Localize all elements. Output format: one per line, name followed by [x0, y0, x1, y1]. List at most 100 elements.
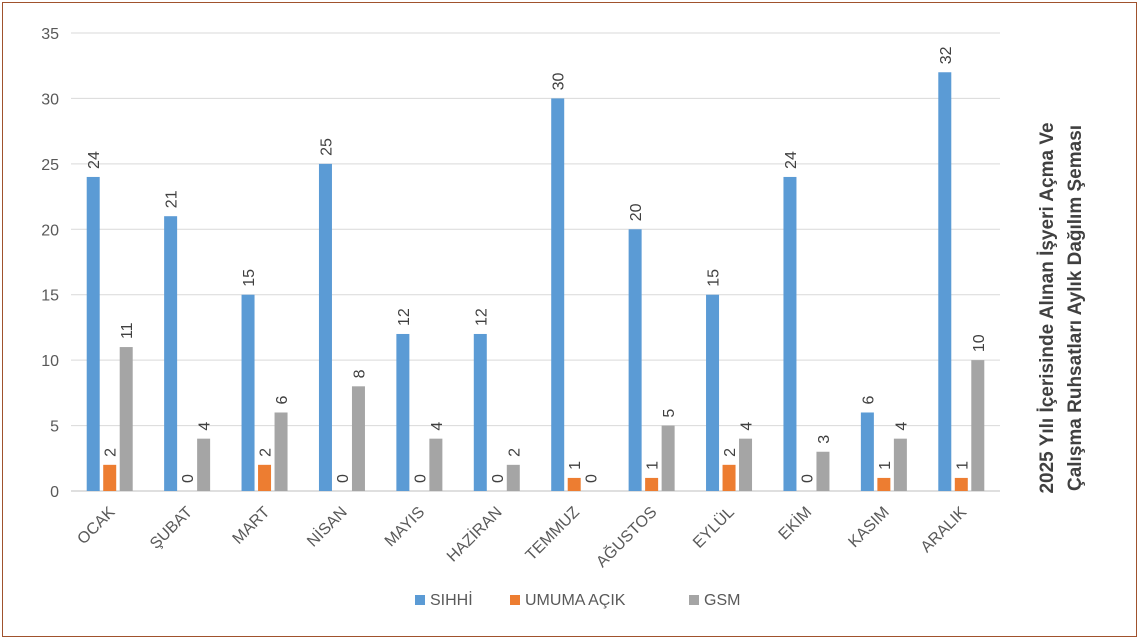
data-label: 4 — [739, 422, 756, 431]
bar — [783, 176, 797, 491]
data-label: 2 — [506, 448, 523, 457]
data-label: 12 — [396, 308, 413, 326]
data-label: 1 — [877, 461, 894, 470]
bar — [971, 360, 985, 491]
category-label: AĞUSTOS — [592, 502, 661, 571]
category-labels: OCAK ŞUBAT MART NİSAN MAYIS HAZİRAN TEMMUZ AĞUS… — [74, 502, 970, 571]
bar — [628, 229, 642, 492]
category-label: MART — [229, 504, 273, 548]
category-label: KASIM — [845, 504, 892, 551]
bar — [318, 163, 332, 491]
bar — [396, 333, 410, 491]
y-tick-label: 20 — [41, 222, 59, 239]
bars — [86, 72, 985, 492]
category-label: OCAK — [74, 504, 118, 548]
bar — [706, 294, 720, 491]
category-label: ŞUBAT — [147, 504, 196, 553]
category-label: MAYIS — [382, 504, 428, 550]
category-label: NİSAN — [303, 502, 351, 550]
category-label: HAZİRAN — [443, 502, 506, 565]
data-label: 0 — [335, 474, 352, 483]
data-label: 4 — [429, 422, 446, 431]
data-label: 20 — [628, 203, 645, 221]
data-label: 1 — [567, 461, 584, 470]
bar — [351, 386, 365, 491]
bar — [938, 72, 952, 491]
bar — [661, 425, 675, 491]
data-label: 8 — [351, 369, 368, 378]
legend-swatch — [689, 595, 699, 605]
data-labels: 2421121041526250812041202301020151524240… — [86, 46, 988, 483]
data-label: 12 — [473, 308, 490, 326]
data-label: 1 — [645, 461, 662, 470]
y-tick-label: 35 — [41, 26, 59, 43]
category-label: TEMMUZ — [523, 504, 584, 565]
data-label: 0 — [584, 474, 601, 483]
y-tick-label: 5 — [50, 419, 59, 436]
category-label: EYLÜL — [689, 503, 738, 552]
legend-entry: SIHHİ — [430, 590, 473, 609]
y-tick-label: 15 — [41, 288, 59, 305]
bar — [739, 438, 753, 491]
data-label: 0 — [490, 474, 507, 483]
data-label: 0 — [412, 474, 429, 483]
bar — [119, 347, 133, 491]
data-label: 21 — [164, 190, 181, 208]
data-label: 11 — [119, 322, 136, 339]
data-label: 10 — [971, 334, 988, 352]
bar — [567, 477, 581, 491]
chart-title-line-1: 2025 Yılı İçerisinde Alınan İşyeri Açma … — [1037, 122, 1058, 493]
data-label: 3 — [816, 435, 833, 444]
bar — [722, 464, 736, 491]
legend-entry: UMUMA AÇIK — [525, 592, 626, 609]
data-label: 0 — [799, 474, 816, 483]
legend-entry: GSM — [704, 592, 740, 609]
data-label: 6 — [860, 395, 877, 404]
y-tick-label: 10 — [41, 353, 59, 370]
bar — [197, 438, 211, 491]
category-label: ARALIK — [918, 504, 970, 556]
bar — [645, 477, 659, 491]
bar — [274, 412, 288, 491]
bar — [86, 176, 100, 491]
legend: SIHHİ UMUMA AÇIK GSM — [415, 590, 740, 609]
data-label: 2 — [722, 448, 739, 457]
bar — [954, 477, 968, 491]
category-label: EKİM — [774, 502, 815, 543]
data-label: 4 — [197, 422, 214, 431]
bar — [860, 412, 874, 491]
chart-title-line-2: Çalışma Ruhsatları Aylık Dağılım Şeması — [1065, 125, 1086, 491]
bar — [429, 438, 443, 491]
legend-swatch — [510, 595, 520, 605]
data-label: 0 — [180, 474, 197, 483]
legend-swatch — [415, 595, 425, 605]
data-label: 15 — [241, 269, 258, 287]
bar — [258, 464, 272, 491]
bar — [877, 477, 891, 491]
data-label: 4 — [893, 422, 910, 431]
data-label: 15 — [706, 269, 723, 287]
data-label: 24 — [86, 151, 103, 169]
data-label: 2 — [103, 448, 120, 457]
y-axis-ticks: 0 5 10 15 20 25 30 35 — [41, 26, 59, 501]
data-label: 24 — [783, 151, 800, 169]
data-label: 6 — [274, 395, 291, 404]
y-tick-label: 0 — [50, 484, 59, 501]
chart-title: 2025 Yılı İçerisinde Alınan İşyeri Açma … — [1037, 122, 1086, 493]
bar — [551, 98, 565, 491]
bar — [241, 294, 255, 491]
data-label: 30 — [551, 73, 568, 91]
data-label: 25 — [318, 138, 335, 156]
data-label: 1 — [954, 461, 971, 470]
bar — [506, 464, 520, 491]
bar — [816, 451, 830, 491]
y-tick-label: 30 — [41, 91, 59, 108]
gridlines — [71, 32, 1000, 492]
bar — [893, 438, 907, 491]
data-label: 32 — [938, 46, 955, 64]
bar — [473, 333, 487, 491]
data-label: 5 — [661, 409, 678, 418]
bar — [103, 464, 117, 491]
